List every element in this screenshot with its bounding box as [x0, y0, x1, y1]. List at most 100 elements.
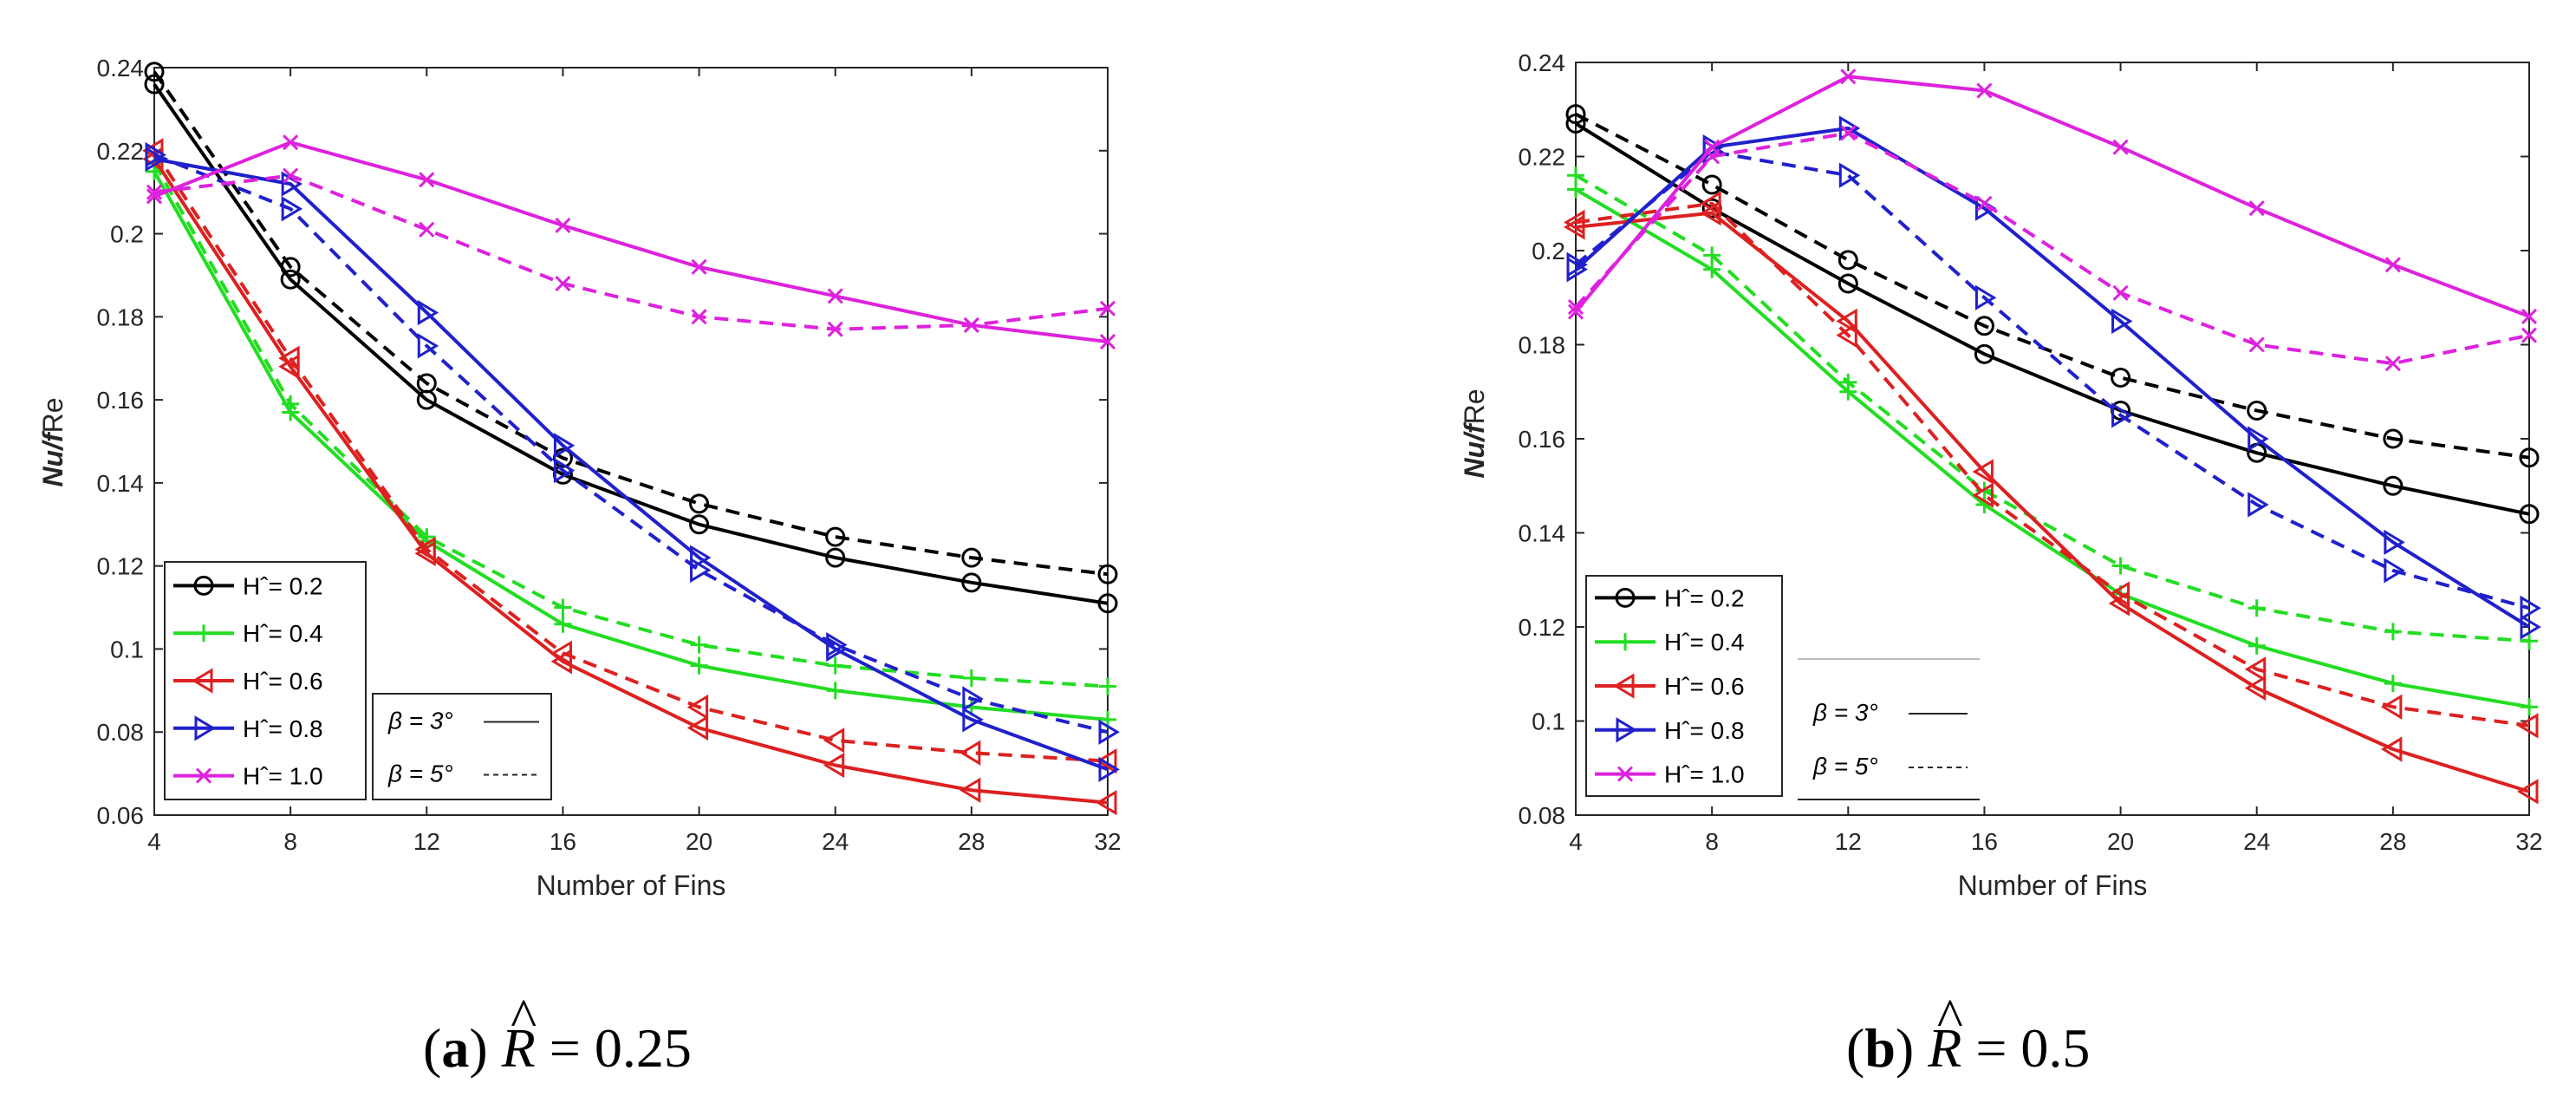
- data-point: [2108, 581, 2130, 607]
- series-polyline: [1574, 121, 2530, 516]
- y-tick-label: 0.16: [97, 387, 145, 414]
- data-point: [825, 526, 846, 547]
- data-point: [1096, 748, 1117, 774]
- x-tick-label: 12: [413, 828, 440, 855]
- data-point: [1972, 482, 1994, 508]
- style-legend-label: β = 3°: [387, 708, 453, 734]
- data-point: [1836, 308, 1857, 335]
- data-point: [2247, 599, 2266, 617]
- data-point: [282, 395, 300, 413]
- data-point: [826, 632, 848, 658]
- y-tick-label: 0.12: [97, 553, 145, 580]
- data-point: [2383, 428, 2404, 449]
- data-point: [823, 728, 845, 754]
- x-tick-label: 16: [550, 828, 576, 855]
- data-point: [2111, 367, 2131, 388]
- data-point: [823, 752, 845, 779]
- chart-panel-a: 4 8 12 16 20 24 28 32 0.06 0.08 0.1 0.12 0.14 0.16 0.1…: [37, 55, 1122, 1079]
- legend-label: Hˆ= 0.8: [243, 715, 323, 742]
- plot-area-frame: [153, 67, 1109, 816]
- data-point: [1565, 104, 1586, 125]
- x-tick-label: 8: [283, 828, 297, 855]
- y-tick-label: 0.16: [1519, 426, 1566, 453]
- data-point: [2247, 426, 2269, 452]
- series-line: [1564, 191, 2539, 739]
- legend-marker: [194, 715, 216, 741]
- data-point: [1097, 593, 1118, 614]
- series-line: [1567, 180, 2538, 716]
- y-tick-label: 0.06: [97, 802, 145, 829]
- data-point: [2112, 139, 2129, 155]
- legend-marker: [192, 668, 213, 694]
- data-point: [1567, 299, 1584, 316]
- data-point: [1838, 162, 1861, 188]
- data-point: [2520, 614, 2541, 640]
- legend-marker: [193, 575, 214, 596]
- series-polyline: [1574, 187, 2530, 709]
- data-point: [2517, 713, 2539, 739]
- style-legend-label: β = 3°: [1812, 699, 1878, 726]
- data-point: [1564, 209, 1585, 236]
- legend-marker: [1615, 587, 1636, 608]
- data-point: [1096, 789, 1117, 816]
- data-point: [2247, 492, 2269, 518]
- data-point: [689, 493, 710, 514]
- legend-marker: [1616, 717, 1637, 743]
- data-point: [1703, 246, 1721, 264]
- data-point: [1700, 191, 1721, 217]
- data-point: [689, 514, 710, 535]
- x-tick-label: 32: [2515, 828, 2542, 855]
- data-point: [1976, 82, 1993, 99]
- series-polyline: [153, 173, 1109, 331]
- data-point: [2244, 675, 2267, 702]
- data-point: [2519, 447, 2540, 468]
- data-point: [552, 447, 573, 468]
- x-tick-label: 32: [1094, 828, 1121, 855]
- data-point: [2111, 402, 2133, 428]
- caption-rest: = 0.5: [1961, 1017, 2090, 1079]
- series-line: [1565, 104, 2540, 468]
- data-point: [146, 184, 163, 200]
- data-point: [2521, 327, 2538, 343]
- x-tick-label: 20: [686, 828, 712, 855]
- data-point: [2384, 675, 2402, 693]
- caption-paren-open: (: [1846, 1017, 1864, 1079]
- data-point: [281, 196, 303, 222]
- data-point: [691, 258, 707, 275]
- y-tick-label: 0.24: [1519, 49, 1566, 76]
- data-point: [2112, 284, 2129, 301]
- data-point: [283, 134, 299, 151]
- series-polyline: [1574, 150, 2530, 610]
- data-point: [1099, 334, 1116, 350]
- data-point: [2380, 736, 2403, 762]
- data-point: [1566, 251, 1588, 277]
- y-tick-label: 0.12: [1519, 614, 1566, 641]
- style-legend-label: β = 5°: [387, 760, 453, 787]
- series-polyline: [1574, 126, 2531, 629]
- legend-marker: [1613, 673, 1635, 699]
- data-point: [959, 777, 981, 803]
- legend-label: Hˆ= 0.6: [1664, 673, 1745, 700]
- series-polyline: [153, 149, 1109, 763]
- data-point: [1974, 343, 1994, 364]
- series-line: [146, 167, 1116, 337]
- legend-label: Hˆ= 0.8: [1664, 717, 1745, 744]
- legend: Hˆ= 0.2 Hˆ= 0.4 Hˆ= 0.6 Hˆ= 0.8 Hˆ= 1.0: [1585, 575, 1783, 797]
- data-point: [962, 686, 984, 712]
- caption-rest: = 0.25: [536, 1017, 692, 1079]
- data-point: [1097, 564, 1118, 584]
- data-point: [1701, 174, 1722, 195]
- data-point: [827, 321, 843, 337]
- data-point: [417, 333, 439, 359]
- data-point: [2247, 400, 2267, 421]
- series-line: [145, 141, 1120, 745]
- data-point: [1704, 148, 1721, 165]
- data-point: [691, 309, 707, 325]
- data-point: [550, 640, 572, 666]
- series-polyline: [153, 158, 1109, 805]
- x-tick-label: 24: [822, 828, 849, 855]
- data-point: [2384, 356, 2401, 372]
- data-point: [555, 217, 571, 234]
- style-legend-label: β = 5°: [1812, 753, 1878, 780]
